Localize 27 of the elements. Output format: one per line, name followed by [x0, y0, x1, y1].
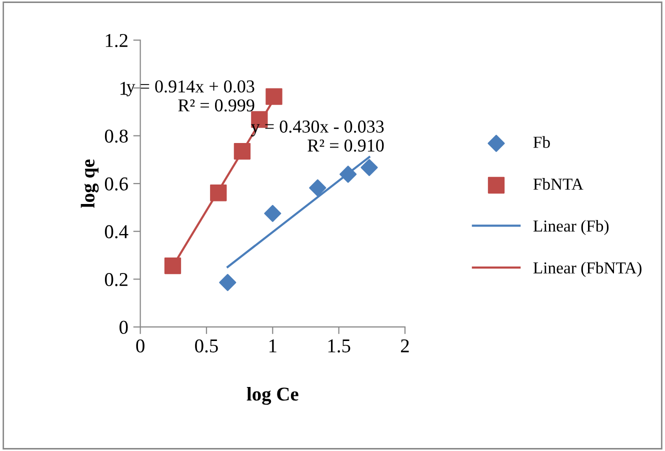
point — [210, 184, 227, 202]
legend-label: Linear (Fb) — [533, 220, 609, 236]
x-tick-label: 1 — [270, 339, 276, 352]
point — [340, 166, 357, 183]
point — [264, 204, 282, 222]
x-tick-label: 1.5 — [328, 339, 350, 353]
y-tick-label: 0.4 — [104, 225, 128, 238]
y-tick-label: 0.2 — [104, 272, 128, 286]
y-tick-label: 0.8 — [104, 130, 128, 143]
point — [164, 257, 182, 274]
point — [234, 142, 251, 160]
point — [219, 274, 236, 292]
y-tick-label: 1 — [120, 82, 128, 95]
y-tick-label: 1.2 — [106, 34, 128, 48]
legend-label: Linear (FbNTA) — [533, 262, 642, 277]
x-tick-label: 0 — [136, 339, 144, 352]
legend-label: FbNTA — [533, 178, 584, 190]
point — [309, 179, 326, 196]
y-axis-title: log qe — [80, 159, 99, 208]
y-tick-label: 0 — [120, 320, 128, 334]
point — [266, 88, 282, 105]
x-tick-label: 2 — [400, 339, 409, 352]
x-axis-title: log Ce — [246, 386, 298, 405]
legend-label: Fb — [533, 136, 550, 148]
point — [360, 158, 378, 176]
x-tick-label: 0.5 — [195, 339, 218, 353]
y-tick-label: 0.6 — [104, 177, 128, 191]
